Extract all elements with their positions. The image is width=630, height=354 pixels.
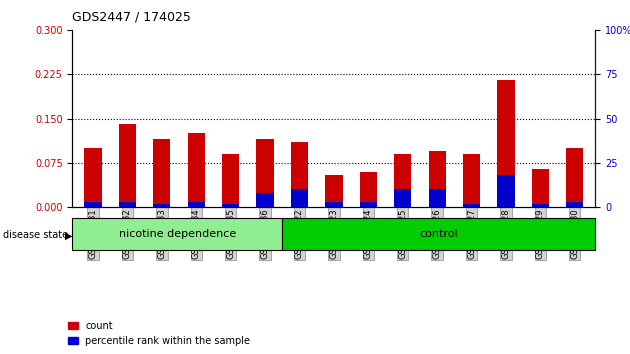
Bar [532, 204, 549, 207]
Bar [463, 154, 480, 207]
Bar [325, 202, 343, 207]
Legend: count, percentile rank within the sample: count, percentile rank within the sample [68, 321, 250, 346]
Text: disease state: disease state [3, 230, 68, 240]
Bar [84, 202, 101, 207]
Bar [394, 154, 411, 207]
Text: GDS2447 / 174025: GDS2447 / 174025 [72, 11, 192, 24]
Bar [566, 148, 583, 207]
Bar [119, 202, 136, 207]
Bar [256, 193, 273, 207]
Bar [463, 204, 480, 207]
Bar [428, 189, 445, 207]
Bar [325, 175, 343, 207]
Bar [188, 133, 205, 207]
Bar [532, 169, 549, 207]
Bar [72, 218, 282, 250]
Bar [222, 154, 239, 207]
Bar [497, 80, 515, 207]
Bar [360, 172, 377, 207]
Bar [188, 202, 205, 207]
Bar [256, 139, 273, 207]
Bar [566, 202, 583, 207]
Bar [394, 189, 411, 207]
Bar [360, 202, 377, 207]
Bar [222, 204, 239, 207]
Bar [153, 139, 171, 207]
Text: ▶: ▶ [65, 230, 72, 240]
Bar [282, 218, 595, 250]
Bar [84, 148, 101, 207]
Bar [153, 204, 171, 207]
Text: control: control [420, 229, 458, 239]
Bar [291, 142, 308, 207]
Bar [428, 151, 445, 207]
Text: nicotine dependence: nicotine dependence [118, 229, 236, 239]
Bar [119, 125, 136, 207]
Bar [291, 189, 308, 207]
Bar [497, 175, 515, 207]
